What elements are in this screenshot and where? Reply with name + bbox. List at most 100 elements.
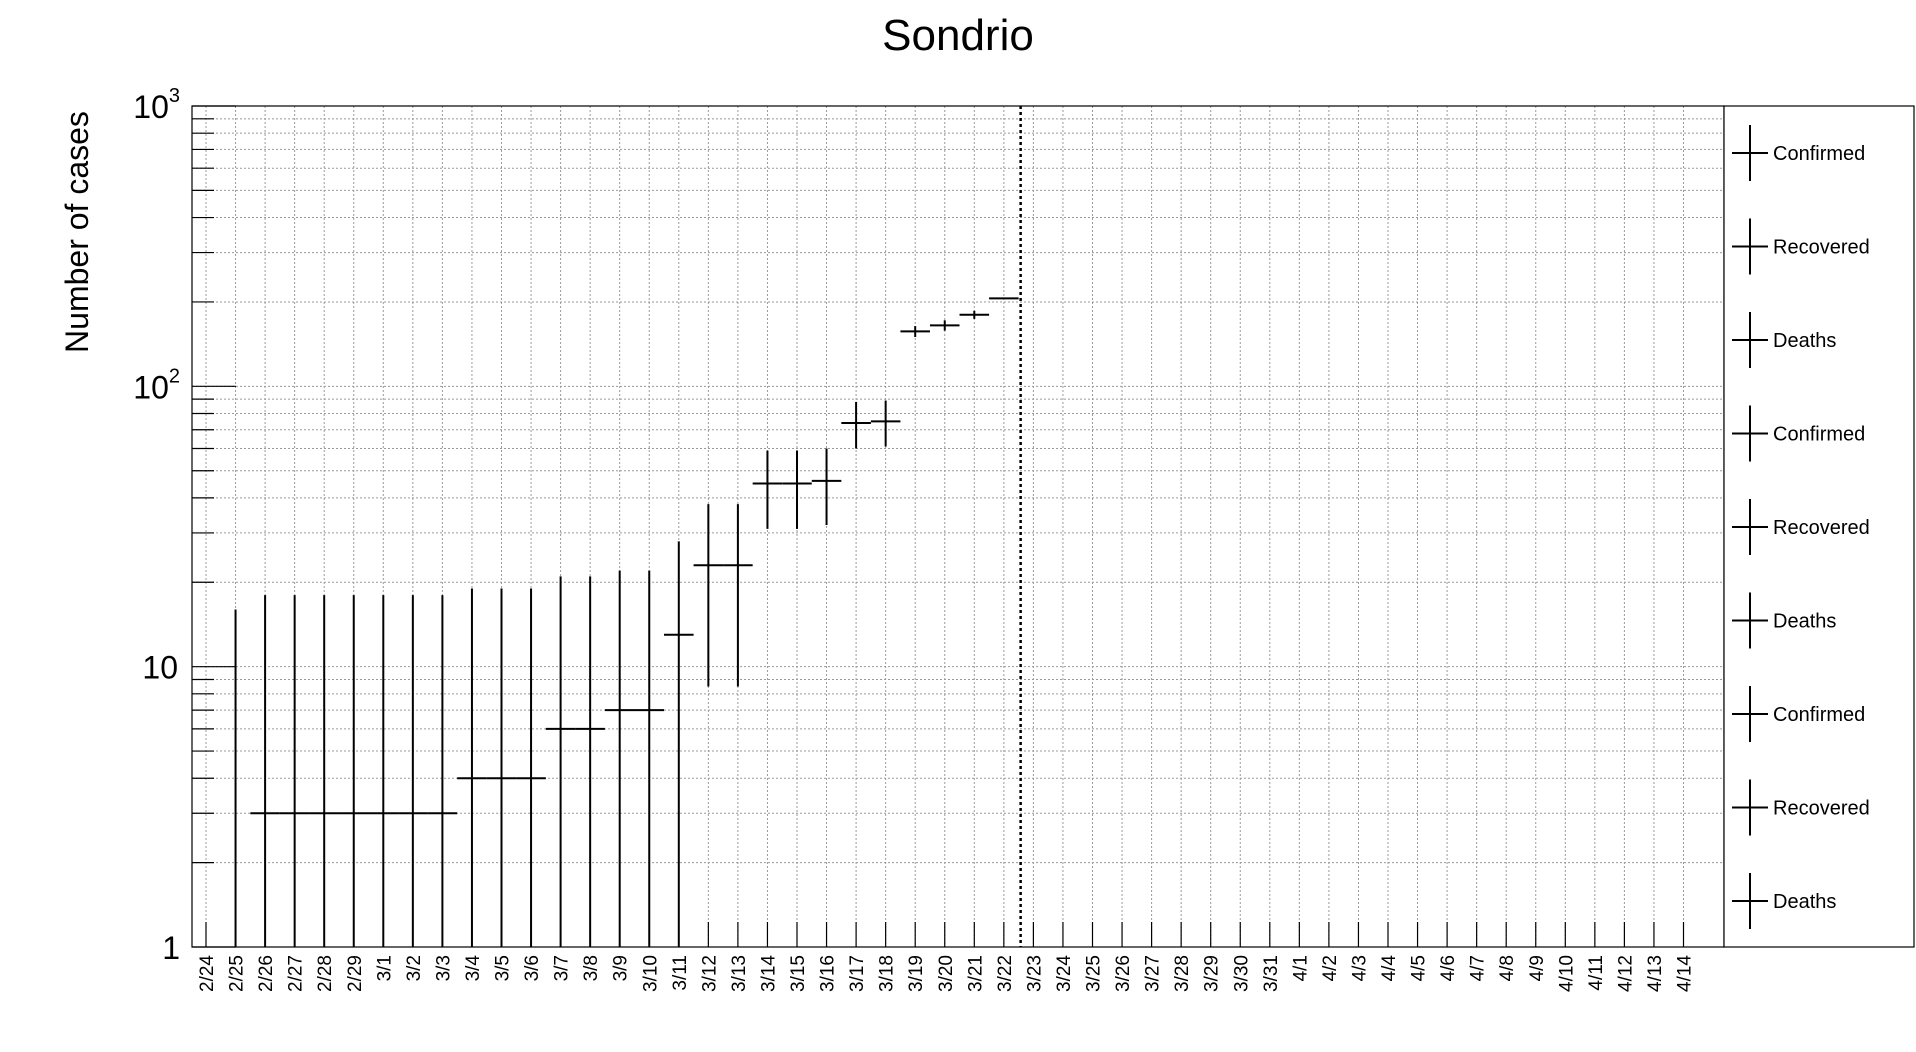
x-tick-label: 3/31 (1261, 955, 1282, 992)
x-tick-label: 4/13 (1645, 955, 1666, 992)
x-tick-label: 4/5 (1409, 955, 1430, 981)
legend-label: Deaths (1773, 330, 1836, 352)
x-tick-label: 4/2 (1320, 955, 1341, 981)
x-tick-label: 3/30 (1231, 955, 1252, 992)
legend-entry: Deaths (1732, 592, 1836, 649)
data-point (900, 326, 930, 337)
x-tick-label: 3/24 (1054, 955, 1075, 992)
data-point (634, 570, 665, 947)
data-point (575, 576, 605, 947)
data-point (782, 450, 812, 529)
legend-label: Confirmed (1773, 143, 1865, 165)
legend-label: Confirmed (1773, 424, 1865, 446)
x-tick-label: 3/6 (522, 955, 543, 981)
x-tick-label: 3/20 (936, 955, 957, 992)
legend-label: Confirmed (1773, 704, 1865, 726)
x-tick-label: 4/14 (1675, 955, 1696, 992)
x-tick-label: 3/13 (729, 955, 750, 992)
data-point (427, 595, 458, 947)
legend-entry: Deaths (1732, 873, 1836, 929)
x-tick-label: 2/26 (256, 955, 277, 992)
legend-label: Recovered (1773, 237, 1870, 259)
x-tick-label: 3/2 (404, 955, 425, 981)
data-point (929, 320, 960, 331)
x-tick-label: 3/14 (758, 955, 779, 992)
x-tick-label: 4/7 (1468, 955, 1489, 981)
legend-entry: Recovered (1732, 499, 1870, 555)
y-axis-label: Number of cases (59, 111, 95, 353)
data-point (545, 576, 576, 947)
y-tick-label: 103 (133, 85, 180, 125)
x-tick-label: 3/29 (1202, 955, 1223, 992)
x-tick-label: 3/12 (699, 955, 720, 992)
data-point (516, 588, 546, 947)
x-tick-label: 2/24 (197, 955, 218, 992)
y-tick-label: 102 (133, 365, 180, 405)
x-tick-label: 3/18 (877, 955, 898, 992)
legend-entry: Confirmed (1732, 686, 1865, 742)
x-tick-label: 3/27 (1143, 955, 1164, 992)
data-point (959, 310, 990, 319)
x-tick-label: 3/4 (463, 955, 484, 982)
legend-entry: Confirmed (1732, 405, 1865, 462)
x-tick-label: 3/7 (552, 955, 573, 981)
data-points (234, 297, 1019, 947)
legend-entry: Recovered (1732, 779, 1870, 836)
grid (192, 106, 1724, 947)
x-tick-label: 4/1 (1290, 955, 1311, 981)
data-point (693, 504, 724, 687)
y-axis: 1 10 102 103 (133, 85, 236, 966)
legend: Confirmed Recovered Deaths Confirmed Recover… (1732, 125, 1870, 929)
legend-entry: Recovered (1732, 218, 1870, 275)
x-tick-label: 3/23 (1024, 955, 1045, 992)
data-point (457, 588, 487, 947)
data-point (811, 448, 842, 526)
x-tick-label: 3/16 (818, 955, 839, 992)
x-tick-label: 3/28 (1172, 955, 1193, 992)
x-tick-label: 2/27 (286, 955, 307, 992)
x-tick-label: 3/19 (906, 955, 927, 992)
x-tick-label: 3/10 (640, 955, 661, 992)
x-tick-label: 3/8 (581, 955, 602, 981)
x-tick-label: 3/22 (995, 955, 1016, 992)
data-point (279, 595, 310, 947)
data-point (486, 588, 517, 947)
x-tick-label: 4/11 (1586, 955, 1607, 991)
x-tick-label: 2/29 (345, 955, 366, 992)
legend-label: Deaths (1773, 891, 1836, 913)
x-tick-label: 4/6 (1438, 955, 1459, 981)
data-point (398, 595, 428, 947)
data-point (723, 504, 753, 687)
x-axis: 2/24 2/25 2/26 2/27 2/28 2/29 3/1 3/2 3/3 3/4 3/5 3… (197, 922, 1696, 992)
legend-entry: Deaths (1732, 312, 1836, 368)
data-point (338, 595, 369, 947)
x-tick-label: 4/10 (1556, 955, 1577, 992)
data-point (664, 541, 694, 947)
legend-entry: Confirmed (1732, 125, 1865, 181)
x-tick-label: 3/1 (374, 955, 395, 981)
legend-label: Deaths (1773, 611, 1836, 633)
x-tick-label: 2/28 (315, 955, 336, 992)
x-tick-label: 3/11 (670, 955, 691, 991)
data-point (250, 595, 280, 947)
x-tick-label: 4/12 (1615, 955, 1636, 992)
x-tick-label: 3/26 (1113, 955, 1134, 992)
legend-label: Recovered (1773, 517, 1870, 539)
x-tick-label: 2/25 (227, 955, 248, 992)
x-tick-label: 3/15 (788, 955, 809, 992)
x-tick-label: 4/3 (1349, 955, 1370, 981)
x-tick-label: 4/8 (1497, 955, 1518, 981)
data-point (870, 400, 901, 447)
x-tick-label: 3/25 (1084, 955, 1105, 992)
x-tick-label: 4/9 (1527, 955, 1548, 981)
y-tick-label: 10 (142, 650, 178, 686)
y-tick-label: 1 (162, 930, 180, 966)
data-point (309, 595, 339, 947)
data-point (368, 595, 399, 947)
data-point (841, 401, 871, 449)
legend-label: Recovered (1773, 798, 1870, 820)
data-point (752, 450, 783, 529)
data-point (604, 570, 635, 947)
x-tick-label: 3/9 (611, 955, 632, 981)
